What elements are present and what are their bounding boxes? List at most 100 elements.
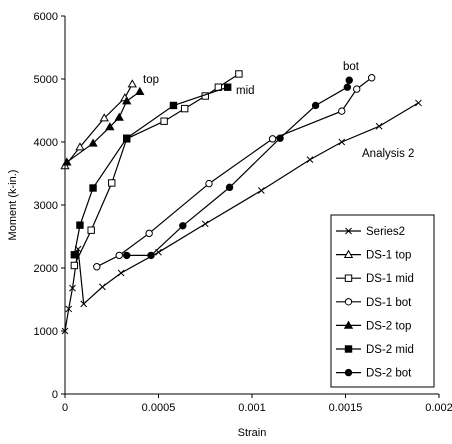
y-tick-label: 4000 <box>34 137 58 149</box>
legend-label-series2: Series2 <box>366 226 405 238</box>
point-ds-2-top-1 <box>88 138 98 147</box>
point-ds-2-top-3 <box>114 112 124 121</box>
point-ds-1-bot-3 <box>205 179 213 188</box>
point-ds-1-bot-2 <box>145 229 153 238</box>
point-ds-1-top-1 <box>75 142 85 151</box>
point-ds-1-bot-7 <box>367 74 376 82</box>
y-tick-label: 6000 <box>34 11 58 23</box>
point-ds-2-bot-0 <box>123 251 131 260</box>
legend-label-ds-2-bot: DS-2 bot <box>366 368 412 380</box>
legend-marker-ds-2-mid <box>344 345 353 353</box>
legend-marker-series2 <box>345 227 352 235</box>
series-line-ds-2-bot <box>126 80 350 256</box>
legend-marker-ds-2-top <box>343 320 354 329</box>
legend-label-ds-2-mid: DS-2 mid <box>366 344 414 356</box>
point-ds-2-bot-4 <box>276 134 284 142</box>
point-series2-5 <box>99 283 106 291</box>
y-tick-label: 5000 <box>34 74 58 86</box>
point-series2-10 <box>306 156 314 163</box>
legend-label-ds-1-mid: DS-1 mid <box>366 273 414 285</box>
point-ds-1-mid-0 <box>70 261 79 270</box>
y-axis-title: Moment (k-in.) <box>7 170 19 241</box>
legend-entry-series2: Series2 <box>336 226 405 238</box>
point-ds-2-mid-3 <box>123 134 131 142</box>
legend-entry-ds-2-mid: DS-2 mid <box>336 344 414 356</box>
point-ds-2-mid-2 <box>89 184 97 192</box>
point-ds-2-bot-6 <box>343 83 352 91</box>
annotation-top: top <box>143 74 159 86</box>
point-series2-2 <box>69 284 76 292</box>
legend-entries: Series2 DS-1 top DS-1 mid DS-1 bot DS-2 top D… <box>336 226 414 380</box>
point-series2-11 <box>338 138 346 146</box>
point-series2-6 <box>117 269 125 277</box>
legend-marker-ds-1-top <box>343 249 354 258</box>
point-ds-2-mid-1 <box>76 221 84 229</box>
y-tick-label: 3000 <box>34 200 58 212</box>
point-ds-2-mid-5 <box>223 83 232 91</box>
point-series2-13 <box>415 99 422 107</box>
point-ds-2-top-5 <box>135 86 145 95</box>
series-ds-1-mid <box>70 70 243 270</box>
x-tick-label: 0.001 <box>238 402 266 414</box>
point-ds-1-bot-6 <box>353 85 361 93</box>
series-ds-2-top <box>62 86 145 166</box>
point-ds-1-mid-8 <box>235 70 243 78</box>
point-series2-1 <box>65 305 73 313</box>
series-ds-2-mid <box>70 83 232 259</box>
point-series2-12 <box>375 122 383 130</box>
point-ds-1-mid-4 <box>160 117 168 125</box>
annotation-analysis: Analysis 2 <box>362 148 414 160</box>
legend-marker-ds-1-bot <box>344 298 353 306</box>
annotation-mid: mid <box>236 85 255 97</box>
series-layer <box>60 70 422 335</box>
x-axis-title: Strain <box>238 427 267 439</box>
point-ds-1-bot-0 <box>93 263 101 271</box>
y-tick-label: 2000 <box>34 263 58 275</box>
point-ds-2-bot-2 <box>179 222 187 230</box>
point-ds-1-bot-4 <box>268 135 277 143</box>
point-ds-2-bot-7 <box>345 76 353 84</box>
series-line-ds-2-mid <box>73 86 228 255</box>
legend-entry-ds-1-top: DS-1 top <box>336 250 411 262</box>
x-tick-label: 0.0015 <box>329 402 363 414</box>
series-line-series2 <box>64 102 419 332</box>
point-ds-2-top-4 <box>122 96 132 105</box>
x-tick-label: 0 <box>62 402 68 414</box>
y-tick-label: 0 <box>52 389 58 401</box>
legend-marker-ds-1-mid <box>344 274 353 282</box>
point-ds-2-top-2 <box>105 122 115 131</box>
series-ds-2-bot <box>123 76 353 260</box>
legend-label-ds-1-bot: DS-1 bot <box>366 297 412 309</box>
point-ds-1-mid-5 <box>180 104 189 113</box>
point-ds-2-bot-3 <box>225 183 234 192</box>
series-line-ds-1-bot <box>96 77 373 268</box>
legend-entry-ds-2-bot: DS-2 bot <box>336 368 412 380</box>
point-series2-8 <box>201 220 209 228</box>
x-tick-label: 0.002 <box>425 402 452 414</box>
ticks-layer: 0 1000 2000 3000 4000 5000 6000 0 0.0005 0.001 0.0… <box>34 11 452 414</box>
point-ds-1-bot-1 <box>115 251 123 260</box>
legend-label-ds-2-top: DS-2 top <box>366 320 411 332</box>
point-ds-1-mid-1 <box>87 226 95 234</box>
point-ds-1-mid-2 <box>108 179 116 187</box>
point-ds-1-top-4 <box>127 79 137 88</box>
series-ds-1-bot <box>93 74 376 271</box>
annotation-bot: bot <box>343 61 360 73</box>
legend-entry-ds-1-bot: DS-1 bot <box>336 297 412 309</box>
point-series2-9 <box>257 187 265 194</box>
point-ds-2-mid-4 <box>169 101 178 110</box>
point-ds-2-bot-1 <box>147 251 155 260</box>
legend: Series2 DS-1 top DS-1 mid DS-1 bot DS-2 top D… <box>330 214 435 388</box>
x-tick-label: 0.0005 <box>142 402 176 414</box>
point-ds-2-bot-5 <box>311 101 320 110</box>
point-ds-1-top-2 <box>99 113 109 122</box>
legend-entry-ds-2-top: DS-2 top <box>336 320 411 332</box>
point-ds-2-mid-0 <box>70 251 79 259</box>
y-tick-label: 1000 <box>34 326 58 338</box>
point-ds-1-bot-5 <box>338 107 346 115</box>
point-series2-4 <box>80 300 88 308</box>
legend-entry-ds-1-mid: DS-1 mid <box>336 273 414 285</box>
legend-marker-ds-2-bot <box>344 368 353 377</box>
legend-label-ds-1-top: DS-1 top <box>366 250 411 262</box>
